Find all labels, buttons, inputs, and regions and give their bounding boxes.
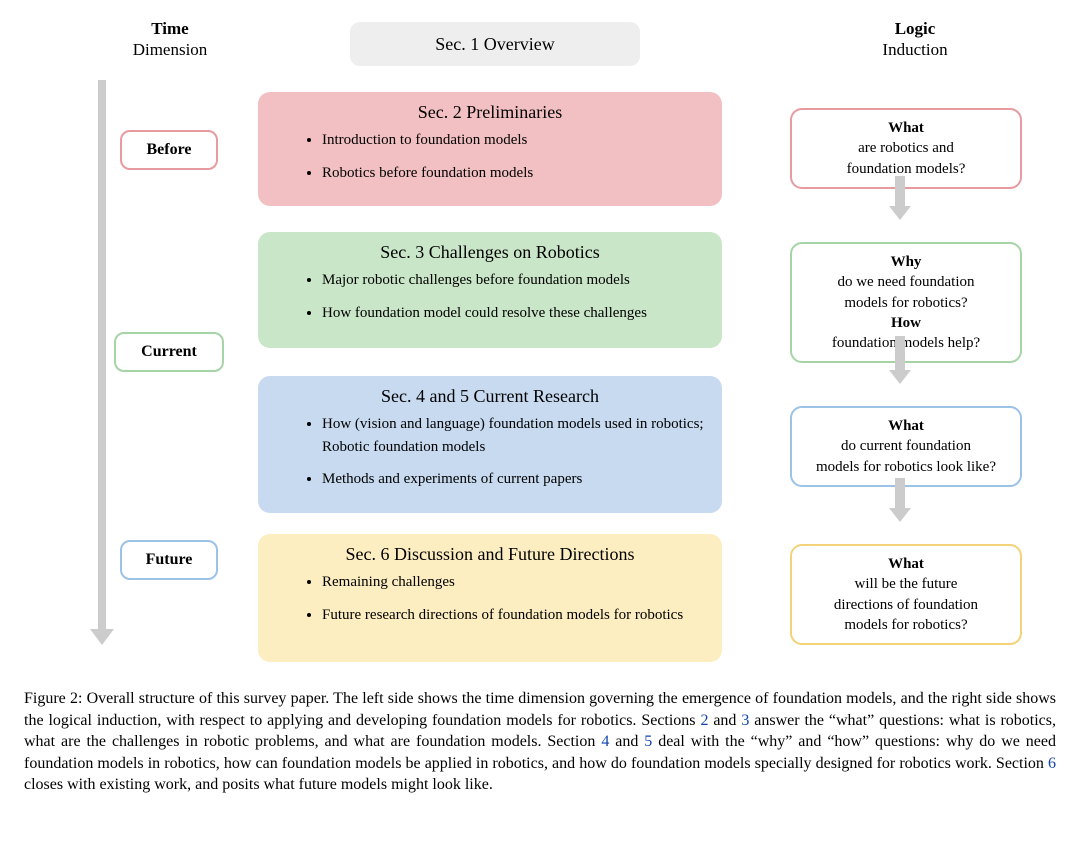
section-bullet: How foundation model could resolve these… [322, 302, 704, 325]
time-pill-current: Current [114, 332, 224, 372]
arrow-head-icon [889, 370, 911, 384]
overview-box: Sec. 1 Overview [350, 22, 640, 66]
logic-box-l1: What are robotics andfoundation models? [790, 108, 1022, 189]
timeline-arrowhead-icon [90, 629, 114, 645]
section-ref: 3 [741, 712, 749, 729]
logic-box-l3: What do current foundationmodels for rob… [790, 406, 1022, 487]
section-bullet: Methods and experiments of current paper… [322, 468, 704, 491]
column-header-time-sub: Dimension [110, 39, 230, 60]
section-bullet: Introduction to foundation models [322, 129, 704, 152]
section-bullets-sec45: How (vision and language) foundation mod… [276, 413, 704, 491]
time-pill-future: Future [120, 540, 218, 580]
arrow-head-icon [889, 508, 911, 522]
timeline-shaft [98, 80, 106, 629]
section-bullets-sec6: Remaining challenges Future research dire… [276, 571, 704, 626]
column-header-logic-sub: Induction [830, 39, 1000, 60]
section-box-sec2: Sec. 2 Preliminaries Introduction to foun… [258, 92, 722, 206]
section-ref: 4 [601, 733, 609, 750]
arrow-head-icon [889, 206, 911, 220]
section-title-sec2: Sec. 2 Preliminaries [276, 102, 704, 123]
arrow-shaft-icon [895, 176, 905, 206]
section-bullet: How (vision and language) foundation mod… [322, 413, 704, 458]
section-bullets-sec2: Introduction to foundation models Robotic… [276, 129, 704, 184]
section-box-sec6: Sec. 6 Discussion and Future Directions R… [258, 534, 722, 662]
figure-page: Time Dimension Logic Induction Before Cur… [0, 0, 1080, 855]
section-box-sec45: Sec. 4 and 5 Current Research How (vision… [258, 376, 722, 513]
column-header-logic: Logic Induction [830, 18, 1000, 61]
time-pill-before: Before [120, 130, 218, 170]
arrow-shaft-icon [895, 478, 905, 508]
section-title-sec45: Sec. 4 and 5 Current Research [276, 386, 704, 407]
section-bullet: Major robotic challenges before foundati… [322, 269, 704, 292]
section-ref: 6 [1048, 755, 1056, 772]
caption-prefix: Figure 2: [24, 690, 87, 707]
logic-box-l4: What will be the futuredirections of fou… [790, 544, 1022, 645]
figure-caption: Figure 2: Overall structure of this surv… [24, 688, 1056, 796]
arrow-shaft-icon [895, 336, 905, 370]
section-box-sec3: Sec. 3 Challenges on Robotics Major robot… [258, 232, 722, 348]
column-header-logic-title: Logic [830, 18, 1000, 39]
logic-box-l2: Why do we need foundationmodels for robo… [790, 242, 1022, 363]
column-header-time: Time Dimension [110, 18, 230, 61]
section-title-sec3: Sec. 3 Challenges on Robotics [276, 242, 704, 263]
section-bullets-sec3: Major robotic challenges before foundati… [276, 269, 704, 324]
section-ref: 5 [644, 733, 652, 750]
overview-title: Sec. 1 Overview [435, 34, 554, 55]
section-ref: 2 [700, 712, 708, 729]
section-bullet: Future research directions of foundation… [322, 604, 704, 627]
section-bullet: Robotics before foundation models [322, 162, 704, 185]
section-title-sec6: Sec. 6 Discussion and Future Directions [276, 544, 704, 565]
section-bullet: Remaining challenges [322, 571, 704, 594]
column-header-time-title: Time [110, 18, 230, 39]
